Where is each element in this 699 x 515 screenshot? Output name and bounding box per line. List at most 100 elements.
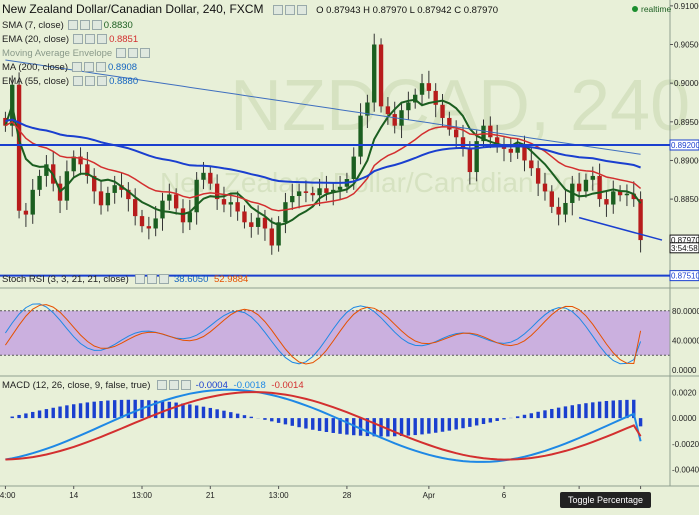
candle-body (112, 185, 117, 193)
candle-body (372, 44, 377, 103)
candle-body (488, 125, 493, 138)
candle-body (173, 194, 179, 209)
price-pane (0, 33, 670, 277)
candle-body (549, 191, 554, 207)
candle-body (23, 210, 29, 215)
candle-body (283, 202, 288, 223)
candle-body (98, 191, 104, 206)
candle-body (3, 117, 8, 126)
candle-body (413, 94, 418, 103)
stoch-controls[interactable] (135, 274, 171, 285)
candle-body (105, 192, 111, 206)
stoch-legend: Stoch RSI (3, 3, 21, 21, close) 38.6050 … (2, 274, 248, 285)
candle-body (590, 175, 595, 180)
candle-body (597, 175, 602, 200)
overlay-controls[interactable] (73, 76, 109, 87)
time-tick-label: 6 (502, 491, 507, 500)
candle-body (276, 222, 281, 246)
candle-body (16, 84, 22, 211)
candle-body (153, 218, 158, 229)
time-tick-label: Apr (423, 491, 436, 500)
candle-body (638, 199, 643, 241)
price-tag-box (669, 242, 699, 254)
sma7-line (4, 98, 642, 226)
price-tag-label: 0.87970 (671, 236, 699, 245)
overlay-controls[interactable] (67, 20, 104, 31)
overlay-label: EMA (55, close) (2, 76, 70, 87)
overlay-controls[interactable] (116, 48, 152, 59)
macd-signal-value: -0.0014 (271, 380, 304, 391)
macd-hist-value: -0.0004 (195, 380, 228, 391)
candle-body (228, 202, 233, 205)
overlay-controls[interactable] (72, 62, 108, 73)
time-tick-label: 21 (206, 491, 215, 500)
candle-body (515, 145, 520, 153)
candle-body (324, 188, 329, 193)
overlay-value: 0.8851 (109, 34, 139, 45)
stoch-label: Stoch RSI (3, 3, 21, 21, close) (2, 274, 129, 285)
stoch-k-line (4, 303, 642, 365)
macd-signal-line (5, 391, 642, 461)
candle-body (529, 160, 534, 169)
macd-tick-label: -0.0040 (672, 466, 699, 475)
stoch-tick-label: 0.0000 (672, 366, 697, 375)
overlay-value: 0.8830 (103, 20, 133, 31)
candle-body (303, 191, 309, 193)
overlay-label: Moving Average Envelope (2, 48, 113, 59)
candle-body (419, 83, 425, 95)
candle-body (255, 217, 261, 227)
stoch-tick-label: 40.0000 (672, 336, 699, 345)
header-controls[interactable] (272, 2, 309, 16)
stoch-d-line (4, 304, 642, 365)
macd-line (5, 388, 642, 463)
overlay-controls[interactable] (73, 34, 109, 45)
candle-body (214, 183, 220, 200)
candle-body (617, 191, 623, 196)
stoch-k-value: 38.6050 (174, 274, 209, 285)
candle-body (78, 156, 83, 165)
macd-tick-label: -0.0020 (672, 440, 699, 449)
candle-body (139, 216, 145, 227)
candle-body (453, 129, 459, 138)
macd-tick-label: 0.0000 (672, 414, 697, 423)
candle-body (242, 211, 247, 223)
candle-body (310, 192, 315, 196)
watermark-symbol: NZDCAD, 240 (230, 66, 690, 146)
overlay-legend-row: SMA (7, close) 0.8830 (2, 20, 133, 31)
candle-body (351, 156, 356, 180)
candle-body (92, 175, 97, 192)
candle-body (160, 200, 165, 219)
realtime-label: realtime (641, 4, 672, 14)
overlay-legend-row: EMA (20, close) 0.8851 (2, 34, 138, 45)
candle-body (132, 199, 138, 217)
candle-body (296, 191, 302, 197)
macd-controls[interactable] (157, 380, 193, 391)
macd-pane (5, 388, 643, 463)
symbol-title: New Zealand Dollar/Canadian Dollar, 240,… (2, 2, 264, 16)
overlay-value: 0.8908 (108, 62, 138, 73)
watermark-name: New Zealand Dollar/Canadian Dollar (160, 167, 614, 198)
candle-body (563, 202, 568, 215)
stoch-rsi-pane (0, 303, 670, 365)
stoch-tick-label: 80.0000 (672, 307, 699, 316)
candle-body (235, 202, 240, 212)
time-tick-label: 14:00 (0, 491, 16, 500)
candle-body (262, 217, 268, 229)
overlay-label: MA (200, close) (2, 62, 68, 73)
candle-body (604, 199, 609, 205)
price-tag-box (669, 139, 699, 151)
candle-body (30, 189, 35, 215)
candle-body (337, 186, 343, 190)
price-tag-label: 0.87510 (671, 272, 699, 281)
overlay-legend-row: MA (200, close) 0.8908 (2, 62, 137, 73)
macd-legend: MACD (12, 26, close, 9, false, true) -0.… (2, 380, 304, 391)
toggle-percentage-button[interactable]: Toggle Percentage (560, 492, 652, 508)
candle-body (71, 156, 76, 172)
time-tick-label: 14 (69, 491, 78, 500)
candle-body (611, 191, 616, 205)
